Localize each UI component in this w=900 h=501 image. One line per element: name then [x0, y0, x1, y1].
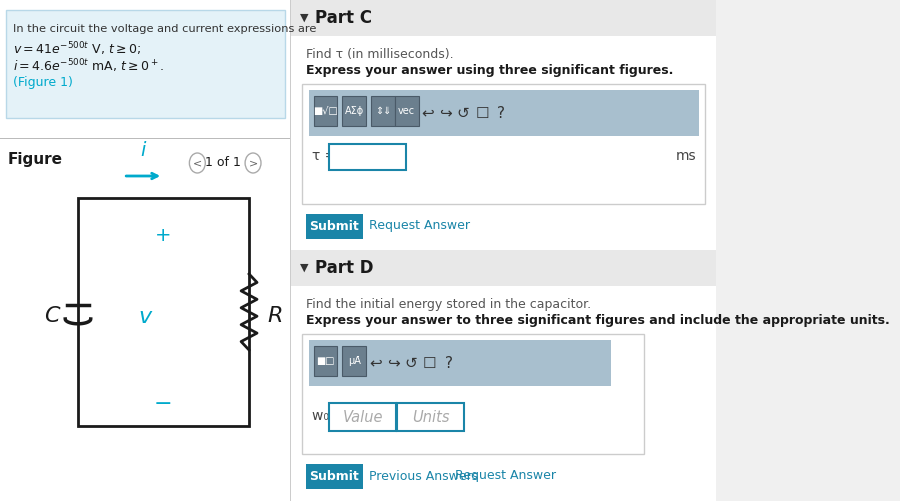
Circle shape — [189, 153, 205, 173]
FancyBboxPatch shape — [313, 96, 338, 126]
Text: Value: Value — [343, 409, 383, 424]
Text: In the circuit the voltage and current expressions are: In the circuit the voltage and current e… — [13, 24, 316, 34]
Text: $C$: $C$ — [44, 305, 61, 327]
Text: 1 of 1: 1 of 1 — [205, 156, 240, 169]
Text: Submit: Submit — [310, 219, 359, 232]
Text: Request Answer: Request Answer — [369, 219, 470, 232]
Text: ↪: ↪ — [387, 356, 400, 371]
Text: Express your answer to three significant figures and include the appropriate uni: Express your answer to three significant… — [306, 314, 889, 327]
Text: Figure: Figure — [8, 152, 63, 167]
FancyBboxPatch shape — [397, 403, 464, 431]
FancyBboxPatch shape — [78, 198, 249, 426]
Text: $R$: $R$ — [266, 305, 282, 327]
FancyBboxPatch shape — [329, 144, 406, 170]
Text: ↺: ↺ — [456, 106, 470, 121]
Text: ms: ms — [676, 149, 697, 163]
FancyBboxPatch shape — [6, 10, 285, 118]
Text: (Figure 1): (Figure 1) — [13, 76, 73, 89]
Text: ↩: ↩ — [422, 106, 435, 121]
Circle shape — [245, 153, 261, 173]
Text: Find τ (in milliseconds).: Find τ (in milliseconds). — [306, 48, 454, 61]
Text: <: < — [193, 158, 202, 168]
Text: Part C: Part C — [315, 9, 372, 27]
FancyBboxPatch shape — [309, 90, 698, 136]
FancyBboxPatch shape — [309, 340, 611, 386]
Text: Request Answer: Request Answer — [455, 469, 556, 482]
FancyBboxPatch shape — [371, 96, 395, 126]
Text: $v = 41e^{-500t}$ V, $t \geq 0$;: $v = 41e^{-500t}$ V, $t \geq 0$; — [13, 40, 141, 58]
Text: >: > — [248, 158, 257, 168]
Text: w₀ =: w₀ = — [312, 409, 345, 423]
Text: −: − — [154, 394, 173, 414]
FancyBboxPatch shape — [342, 96, 366, 126]
FancyBboxPatch shape — [395, 96, 419, 126]
Text: τ =: τ = — [312, 149, 337, 163]
FancyBboxPatch shape — [329, 403, 396, 431]
FancyBboxPatch shape — [306, 464, 363, 489]
Text: ↪: ↪ — [439, 106, 452, 121]
Text: Previous Answers: Previous Answers — [369, 469, 479, 482]
FancyBboxPatch shape — [306, 214, 363, 239]
Text: AΣϕ: AΣϕ — [345, 106, 364, 116]
FancyBboxPatch shape — [292, 0, 716, 501]
FancyBboxPatch shape — [313, 346, 338, 376]
Text: Express your answer using three significant figures.: Express your answer using three signific… — [306, 64, 673, 77]
FancyBboxPatch shape — [302, 84, 705, 204]
Text: μȦ: μȦ — [347, 356, 361, 366]
Text: Submit: Submit — [310, 469, 359, 482]
Text: Units: Units — [411, 409, 449, 424]
FancyBboxPatch shape — [290, 0, 292, 501]
FancyBboxPatch shape — [292, 0, 716, 36]
Text: ▼: ▼ — [300, 263, 309, 273]
Text: ?: ? — [498, 106, 505, 121]
Text: ☐: ☐ — [423, 356, 436, 371]
Text: ■□: ■□ — [316, 356, 335, 366]
FancyBboxPatch shape — [342, 346, 366, 376]
FancyBboxPatch shape — [0, 138, 291, 139]
Text: ↺: ↺ — [404, 356, 417, 371]
Text: Part D: Part D — [315, 259, 374, 277]
Text: ☐: ☐ — [475, 106, 489, 121]
Text: vec: vec — [398, 106, 415, 116]
FancyBboxPatch shape — [292, 250, 716, 286]
Text: ■√□: ■√□ — [313, 106, 338, 116]
FancyBboxPatch shape — [302, 334, 644, 454]
Text: $i$: $i$ — [140, 141, 147, 160]
Text: $i = 4.6e^{-500t}$ mA, $t \geq 0^+$.: $i = 4.6e^{-500t}$ mA, $t \geq 0^+$. — [13, 57, 164, 75]
Text: ▼: ▼ — [300, 13, 309, 23]
Text: ↩: ↩ — [369, 356, 382, 371]
FancyBboxPatch shape — [0, 0, 291, 501]
Text: ?: ? — [445, 356, 453, 371]
Text: +: + — [155, 226, 171, 245]
Text: ⇕⇓: ⇕⇓ — [374, 106, 391, 116]
Text: Find the initial energy stored in the capacitor.: Find the initial energy stored in the ca… — [306, 298, 590, 311]
Text: $v$: $v$ — [138, 306, 153, 328]
